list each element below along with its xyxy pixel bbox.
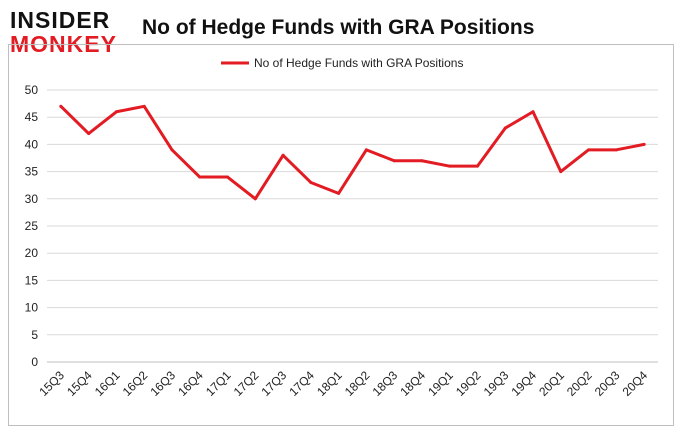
data-point — [198, 175, 202, 179]
y-tick-label: 20 — [25, 246, 39, 260]
x-tick-label: 16Q4 — [175, 368, 206, 399]
x-tick-label: 19Q3 — [481, 368, 512, 399]
data-point — [614, 148, 618, 152]
y-tick-label: 5 — [31, 328, 38, 342]
x-tick-label: 17Q1 — [203, 368, 234, 399]
y-tick-label: 45 — [25, 110, 39, 124]
x-tick-label: 18Q3 — [370, 368, 401, 399]
data-point — [337, 191, 341, 195]
x-tick-label: 17Q4 — [286, 368, 317, 399]
y-tick-label: 0 — [31, 355, 38, 369]
series-line — [59, 104, 646, 201]
legend-label: No of Hedge Funds with GRA Positions — [254, 56, 463, 70]
data-point — [420, 159, 424, 163]
data-point — [87, 132, 91, 136]
data-point — [531, 110, 535, 114]
data-point — [309, 180, 313, 184]
y-axis-ticks: 0 5 10 15 20 25 30 35 40 45 50 — [25, 83, 39, 369]
y-tick-label: 40 — [25, 137, 39, 151]
x-tick-label: 17Q3 — [259, 368, 290, 399]
data-point — [503, 126, 507, 130]
gridlines — [47, 89, 658, 363]
data-point — [142, 104, 146, 108]
x-tick-label: 18Q4 — [397, 368, 428, 399]
data-point — [559, 170, 563, 174]
logo-text-insider: INSIDER — [10, 7, 111, 33]
y-tick-label: 50 — [25, 83, 39, 97]
chart-frame — [8, 44, 674, 426]
data-point — [281, 153, 285, 157]
x-tick-label: 17Q2 — [231, 368, 262, 399]
data-point — [226, 175, 230, 179]
x-tick-label: 19Q2 — [453, 368, 484, 399]
data-point — [392, 159, 396, 163]
series-layer — [59, 104, 646, 201]
x-tick-label: 20Q1 — [536, 368, 567, 399]
data-point — [642, 142, 646, 146]
y-tick-label: 30 — [25, 192, 39, 206]
data-point — [364, 148, 368, 152]
data-point — [114, 110, 118, 114]
x-tick-label: 15Q4 — [64, 368, 95, 399]
x-tick-label: 16Q3 — [147, 368, 178, 399]
data-point — [170, 148, 174, 152]
data-point — [587, 148, 591, 152]
x-tick-label: 20Q2 — [564, 368, 595, 399]
y-tick-label: 25 — [25, 219, 39, 233]
x-tick-label: 20Q3 — [592, 368, 623, 399]
chart-title: No of Hedge Funds with GRA Positions — [142, 16, 535, 39]
y-tick-label: 10 — [25, 301, 39, 315]
x-tick-label: 18Q1 — [314, 368, 345, 399]
data-point — [448, 164, 452, 168]
data-point — [59, 104, 63, 108]
x-tick-label: 19Q4 — [508, 368, 539, 399]
x-tick-label: 15Q3 — [36, 368, 67, 399]
x-tick-label: 16Q2 — [120, 368, 151, 399]
x-axis-ticks: 15Q315Q416Q116Q216Q316Q417Q117Q217Q317Q4… — [36, 368, 650, 399]
y-tick-label: 15 — [25, 273, 39, 287]
y-tick-label: 35 — [25, 165, 39, 179]
x-tick-label: 19Q1 — [425, 368, 456, 399]
x-tick-label: 20Q4 — [620, 368, 651, 399]
data-point — [475, 164, 479, 168]
legend: No of Hedge Funds with GRA Positions — [221, 56, 463, 70]
x-tick-label: 16Q1 — [92, 368, 123, 399]
data-point — [253, 197, 257, 201]
x-tick-label: 18Q2 — [342, 368, 373, 399]
